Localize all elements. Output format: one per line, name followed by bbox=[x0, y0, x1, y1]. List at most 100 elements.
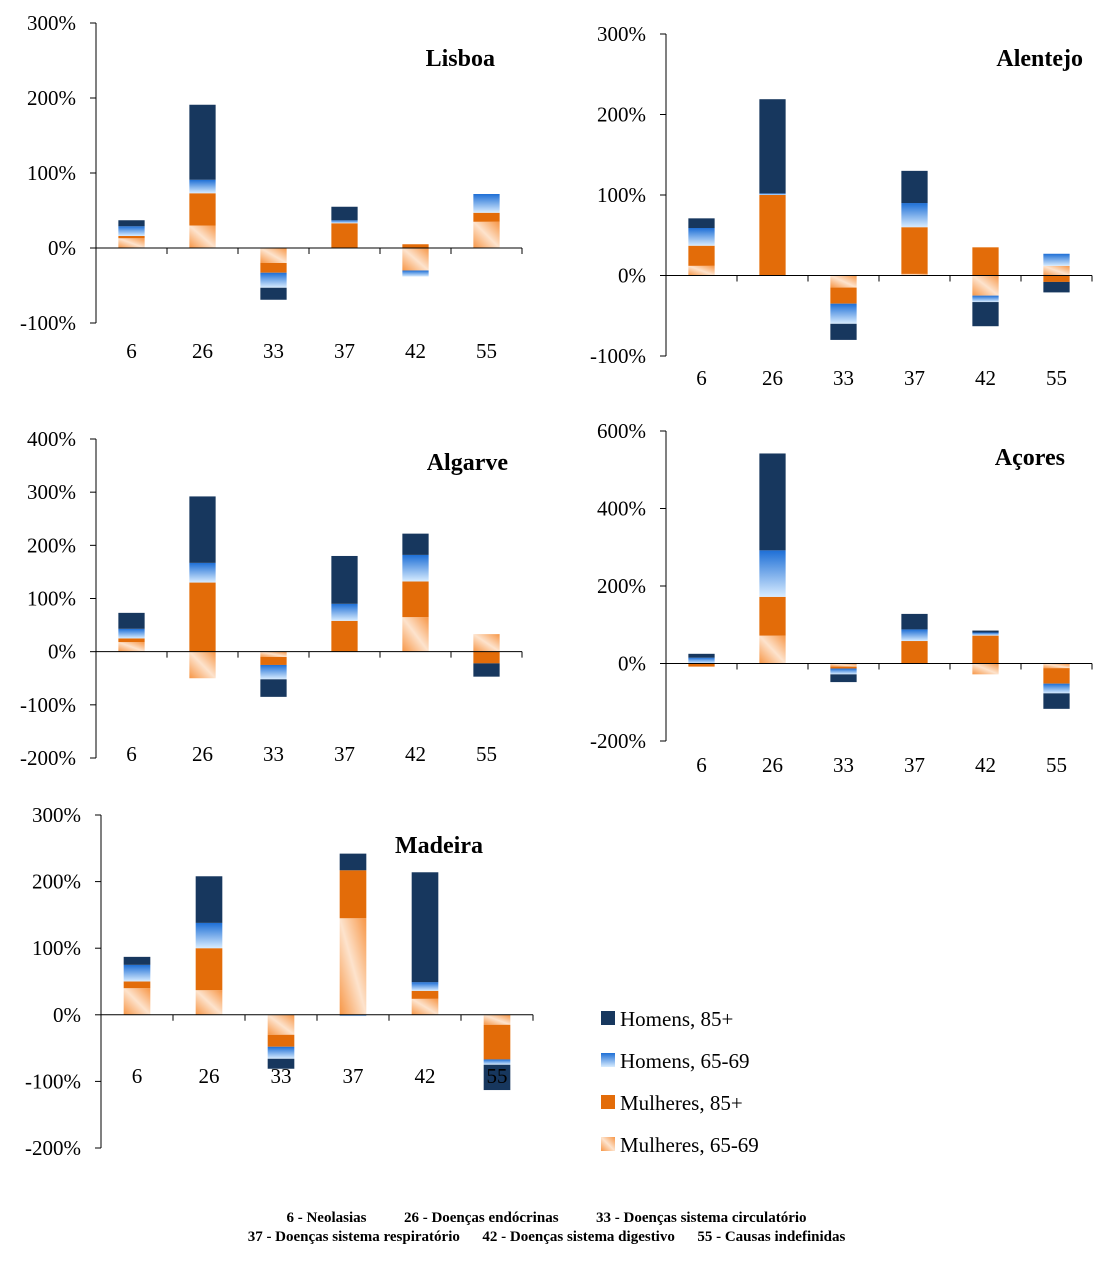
bar-mulheres-6569-26 bbox=[189, 651, 216, 679]
bar-homens-6569-37 bbox=[901, 629, 928, 642]
bar-homens-85-37 bbox=[331, 555, 358, 604]
bar-mulheres-85-33 bbox=[260, 656, 287, 665]
bar-homens-6569-26 bbox=[759, 550, 786, 597]
x-tick-label: 26 bbox=[199, 1064, 220, 1088]
charts-layer: -100%0%100%200%300%6 26 33 37 42 55Lisboa-100… bbox=[20, 11, 1093, 1160]
bar-homens-85-33 bbox=[830, 674, 857, 683]
x-tick-label: 37 bbox=[904, 366, 925, 390]
bar-mulheres-85-26 bbox=[759, 596, 786, 636]
bar-mulheres-6569-42 bbox=[972, 275, 999, 296]
bar-mulheres-85-33 bbox=[830, 666, 857, 669]
bar-homens-6569-37 bbox=[331, 220, 358, 224]
bar-homens-85-42 bbox=[411, 872, 439, 983]
bar-mulheres-6569-33 bbox=[267, 1014, 295, 1035]
bar-homens-6569-37 bbox=[901, 203, 928, 228]
bar-mulheres-6569-55 bbox=[483, 1014, 511, 1025]
bar-mulheres-85-55 bbox=[483, 1024, 511, 1060]
y-tick-label: 300% bbox=[32, 803, 81, 827]
chart-title: Alentejo bbox=[996, 46, 1083, 72]
bar-homens-6569-42 bbox=[972, 295, 999, 303]
bar-mulheres-6569-55 bbox=[473, 634, 500, 652]
x-tick-label: 42 bbox=[975, 366, 996, 390]
chart-title: Madeira bbox=[395, 833, 483, 859]
x-tick-label: 37 bbox=[334, 742, 355, 766]
bar-homens-85-6 bbox=[123, 956, 151, 965]
bar-homens-6569-33 bbox=[830, 668, 857, 675]
bar-homens-6569-33 bbox=[267, 1046, 295, 1059]
bar-homens-85-55 bbox=[483, 1064, 511, 1091]
bar-mulheres-6569-42 bbox=[411, 998, 439, 1015]
bar-mulheres-6569-55 bbox=[1043, 265, 1070, 276]
bar-mulheres-6569-55 bbox=[473, 221, 500, 248]
bar-mulheres-85-6 bbox=[688, 245, 715, 266]
chart-alentejo: -100% 0% 100% 200% 300% 6 26 33 37 42 55 Alentejo bbox=[590, 22, 1093, 390]
bar-mulheres-85-42 bbox=[972, 635, 999, 664]
bar-homens-85-6 bbox=[688, 653, 715, 658]
y-tick-label: 200% bbox=[27, 86, 76, 110]
bar-mulheres-6569-6 bbox=[118, 238, 145, 248]
legend-item-homens-85: Homens, 85+ bbox=[601, 1007, 733, 1031]
chart-title: Açores bbox=[995, 445, 1065, 471]
bar-homens-6569-55 bbox=[1043, 253, 1070, 266]
bar-homens-85-42 bbox=[402, 533, 429, 555]
x-tick-label: 55 bbox=[1046, 753, 1067, 777]
y-tick-label: 200% bbox=[32, 870, 81, 894]
bar-homens-6569-37 bbox=[331, 603, 358, 621]
legend-item-mulheres-6569: Mulheres, 65-69 bbox=[601, 1133, 759, 1157]
bar-mulheres-85-26 bbox=[189, 582, 216, 652]
bar-mulheres-6569-26 bbox=[759, 635, 786, 664]
bar-mulheres-6569-33 bbox=[830, 275, 857, 288]
bar-mulheres-85-37 bbox=[331, 223, 358, 248]
legend-item-homens-6569: Homens, 65-69 bbox=[601, 1049, 750, 1073]
x-tick-label: 33 bbox=[263, 339, 284, 363]
bar-mulheres-6569-6 bbox=[123, 988, 151, 1015]
x-tick-label: 6 bbox=[696, 753, 707, 777]
y-tick-label: 300% bbox=[27, 480, 76, 504]
y-tick-label: 100% bbox=[27, 587, 76, 611]
bar-homens-85-42 bbox=[972, 302, 999, 327]
bar-mulheres-85-6 bbox=[118, 638, 145, 643]
bar-mulheres-85-6 bbox=[688, 663, 715, 667]
y-tick-label: 200% bbox=[597, 103, 646, 127]
bar-homens-85-33 bbox=[267, 1058, 295, 1069]
x-tick-label: 6 bbox=[696, 366, 707, 390]
y-tick-label: 300% bbox=[597, 22, 646, 46]
legend-swatch-homens-6569 bbox=[601, 1053, 615, 1067]
legend: Homens, 85+ Homens, 65-69 Mulheres, 85+ … bbox=[601, 1007, 759, 1157]
bar-mulheres-85-33 bbox=[830, 287, 857, 304]
x-tick-label: 26 bbox=[762, 366, 783, 390]
bar-mulheres-85-33 bbox=[260, 263, 287, 273]
y-tick-label: -100% bbox=[20, 311, 76, 335]
x-tick-label: 33 bbox=[263, 742, 284, 766]
bar-homens-6569-6 bbox=[118, 628, 145, 639]
bar-homens-6569-33 bbox=[260, 664, 287, 680]
x-tick-label: 42 bbox=[405, 339, 426, 363]
x-tick-label: 37 bbox=[904, 753, 925, 777]
legend-label-mulheres-85: Mulheres, 85+ bbox=[620, 1091, 743, 1115]
bar-mulheres-85-37 bbox=[901, 227, 928, 274]
bar-mulheres-85-6 bbox=[123, 981, 151, 989]
bar-homens-6569-33 bbox=[260, 272, 287, 288]
x-tick-label: 6 bbox=[132, 1064, 143, 1088]
x-tick-label: 33 bbox=[833, 366, 854, 390]
chart-lisboa: -100% 0% 100% 200% 300% 6 26 33 37 42 55 Lisboa bbox=[20, 11, 523, 363]
bar-mulheres-6569-6 bbox=[688, 265, 715, 276]
bar-mulheres-6569-33 bbox=[260, 651, 287, 657]
chart-title: Algarve bbox=[427, 450, 509, 476]
chart-title: Lisboa bbox=[426, 46, 495, 72]
y-tick-label: 0% bbox=[618, 264, 646, 288]
bar-homens-85-26 bbox=[759, 99, 786, 194]
x-tick-label: 33 bbox=[271, 1064, 292, 1088]
bar-homens-85-42 bbox=[972, 630, 999, 633]
x-tick-label: 26 bbox=[762, 753, 783, 777]
bar-mulheres-6569-33 bbox=[260, 248, 287, 263]
x-tick-label: 42 bbox=[405, 742, 426, 766]
bar-homens-6569-33 bbox=[830, 303, 857, 324]
y-tick-label: 0% bbox=[53, 1003, 81, 1027]
legend-label-homens-6569: Homens, 65-69 bbox=[620, 1049, 750, 1073]
x-tick-label: 33 bbox=[833, 753, 854, 777]
bar-homens-85-6 bbox=[118, 220, 145, 227]
bar-homens-85-33 bbox=[830, 323, 857, 340]
x-tick-label: 37 bbox=[343, 1064, 364, 1088]
